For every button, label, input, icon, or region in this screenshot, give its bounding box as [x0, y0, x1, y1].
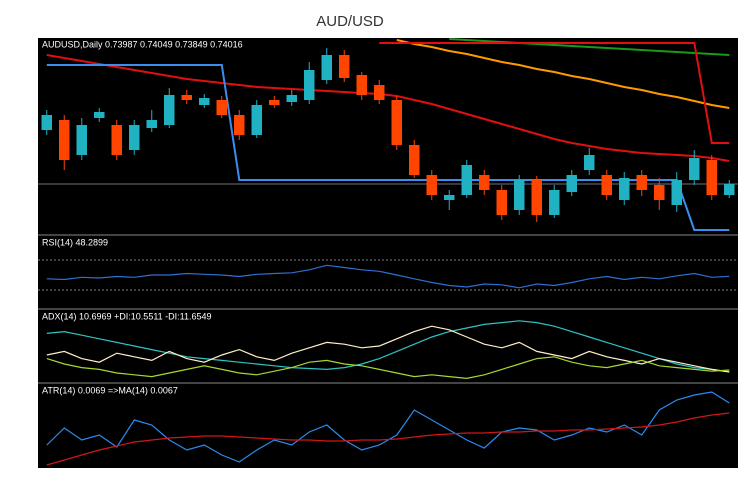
candle-body	[689, 158, 700, 180]
candle-body	[461, 165, 472, 195]
candle-body	[706, 160, 717, 195]
candle-body	[654, 185, 665, 200]
series-line	[46, 356, 730, 380]
candle-body	[531, 180, 542, 215]
candle-body	[356, 75, 367, 95]
panel-header: AUDUSD,Daily 0.73987 0.74049 0.73849 0.7…	[42, 39, 243, 49]
candle-body	[496, 190, 507, 215]
candle-body	[339, 55, 350, 78]
candle-body	[514, 180, 525, 210]
candle-body	[41, 115, 52, 130]
panel-header: RSI(14) 48.2899	[42, 237, 108, 247]
candle-body	[426, 175, 437, 195]
candle-body	[444, 195, 455, 200]
candle-body	[321, 55, 332, 80]
series-line	[46, 54, 730, 162]
series-line	[396, 39, 730, 109]
candle-body	[164, 95, 175, 125]
series-line	[46, 320, 730, 373]
candle-body	[94, 112, 105, 118]
candle-body	[269, 100, 280, 105]
candle-body	[146, 120, 157, 128]
series-line	[46, 325, 730, 373]
candle-body	[619, 178, 630, 200]
panel-header: ADX(14) 10.6969 +DI:10.5511 -DI:11.6549	[42, 311, 212, 321]
series-line	[46, 64, 730, 231]
candle-body	[199, 98, 210, 105]
candle-body	[76, 125, 87, 155]
candle-body	[409, 145, 420, 175]
candle-body	[374, 85, 385, 100]
candle-body	[549, 190, 560, 215]
candle-body	[584, 155, 595, 170]
candle-body	[181, 95, 192, 100]
candle-body	[129, 125, 140, 150]
candle-body	[636, 175, 647, 190]
chart-background	[38, 38, 738, 468]
candle-body	[391, 100, 402, 145]
candle-body	[286, 95, 297, 102]
candle-body	[566, 175, 577, 192]
candle-body	[111, 125, 122, 155]
candle-body	[59, 120, 70, 160]
series-line	[46, 264, 730, 289]
candle-body	[724, 184, 735, 195]
candle-body	[304, 70, 315, 100]
candle-body	[216, 100, 227, 115]
candle-body	[479, 175, 490, 190]
candle-body	[234, 115, 245, 135]
candle-body	[251, 105, 262, 135]
series-line	[379, 42, 730, 144]
candle-body	[671, 180, 682, 205]
panel-header: ATR(14) 0.0069 =>MA(14) 0.0067	[42, 385, 178, 395]
series-line	[449, 38, 730, 56]
series-line	[46, 412, 730, 466]
chart-title: AUD/USD	[316, 13, 384, 30]
candle-body	[601, 175, 612, 195]
